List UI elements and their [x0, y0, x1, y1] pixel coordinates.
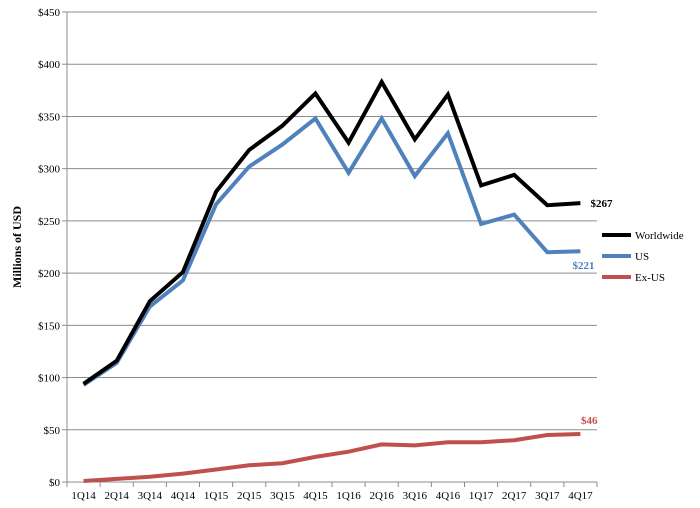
x-tick-label: 1Q15	[204, 490, 229, 502]
y-tick-label: $150	[38, 320, 61, 332]
x-tick-label: 3Q16	[403, 490, 428, 502]
x-tick-label: 3Q15	[270, 490, 295, 502]
axes	[66, 12, 597, 483]
y-tick-label: $50	[44, 425, 61, 437]
y-axis-ticks: $0 $50 $100 $150 $200 $250 $300 $350 $400 $450	[38, 7, 67, 489]
x-tick-label: 1Q14	[71, 490, 96, 502]
end-value-labels: $267 $221 $46	[572, 198, 613, 427]
gridlines	[67, 11, 597, 483]
x-tick-label: 3Q14	[138, 490, 163, 502]
series-line-worldwide	[82, 77, 581, 386]
end-label-ex-us: $46	[581, 415, 598, 427]
y-tick-label: $250	[38, 216, 61, 228]
y-tick-label: $300	[38, 164, 61, 176]
x-tick-label: 1Q17	[469, 490, 494, 502]
legend-label-worldwide: Worldwide	[635, 230, 684, 242]
x-tick-label: 3Q17	[535, 490, 560, 502]
y-tick-label: $100	[38, 373, 61, 385]
x-tick-label: 4Q17	[568, 490, 593, 502]
y-tick-label: $400	[38, 59, 61, 71]
x-axis-ticks: 1Q14 2Q14 3Q14 4Q14 1Q15 2Q15 3Q15 4Q15 1Q16 2Q16…	[66, 482, 598, 502]
y-tick-label: $350	[38, 111, 61, 123]
x-tick-label: 4Q16	[436, 490, 461, 502]
x-tick-label: 2Q14	[104, 490, 129, 502]
y-tick-label: $450	[38, 7, 61, 19]
legend-label-ex-us: Ex-US	[635, 272, 665, 284]
x-tick-label: 4Q15	[303, 490, 328, 502]
x-tick-label: 2Q17	[502, 490, 527, 502]
series-lines	[82, 77, 581, 483]
legend: Worldwide US Ex-US	[602, 230, 684, 284]
y-tick-label: $0	[49, 477, 61, 489]
y-tick-label: $200	[38, 268, 61, 280]
series-line-ex-us	[83, 432, 581, 483]
legend-label-us: US	[635, 251, 649, 263]
x-tick-label: 4Q14	[171, 490, 196, 502]
series-line-us	[82, 114, 581, 387]
end-label-us: $221	[572, 260, 594, 272]
x-tick-label: 2Q16	[369, 490, 394, 502]
y-axis-label: Millions of USD	[10, 206, 24, 288]
x-tick-label: 2Q15	[237, 490, 262, 502]
end-label-worldwide: $267	[590, 198, 613, 210]
x-tick-label: 1Q16	[336, 490, 361, 502]
